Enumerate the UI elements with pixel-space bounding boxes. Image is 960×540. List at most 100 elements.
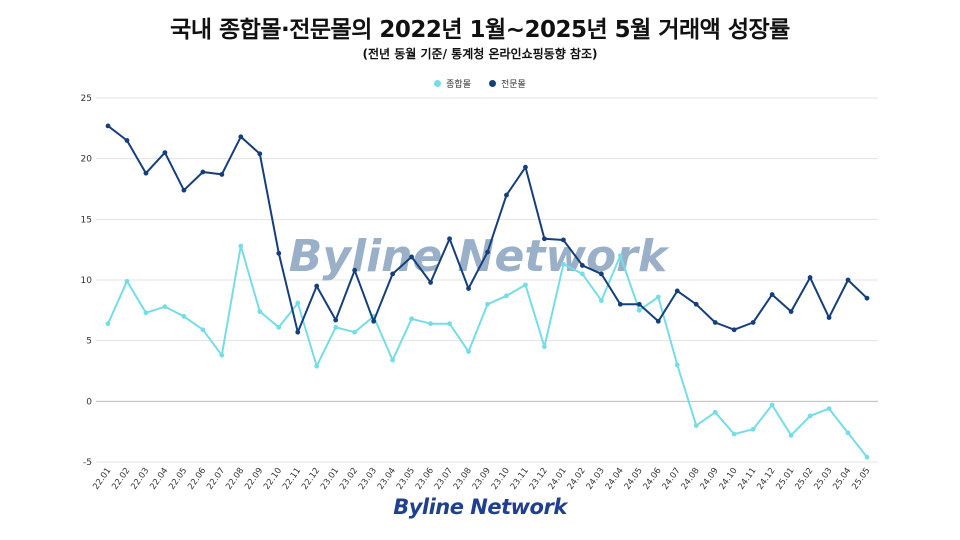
data-point [124,278,130,284]
data-point [428,280,433,285]
data-point [466,349,471,354]
legend-label-series-2: 전문몰 [501,80,526,90]
x-tick-label: 22.08 [224,466,246,492]
y-tick-labels: -5 0 5 10 15 20 25 [81,94,93,468]
data-point [409,254,414,260]
x-tick-label: 24.05 [623,466,645,492]
data-point [598,271,604,277]
data-point [352,329,358,335]
x-tick-label: 23.09 [471,466,493,492]
data-point [617,253,623,259]
x-tick-label: 24.11 [736,466,758,492]
data-point [579,263,585,268]
x-tick-label: 22.12 [300,466,322,492]
data-point [542,344,547,350]
data-point [219,172,225,177]
data-point [390,271,396,277]
x-tick-label: 24.08 [680,466,702,492]
x-tick-label: 25.03 [812,466,834,492]
data-point [504,192,509,198]
data-point [181,314,187,319]
x-tick-label: 24.03 [585,466,607,492]
data-point [447,321,452,327]
x-tick-label: 22.06 [186,466,208,492]
data-point [409,316,414,322]
data-point [466,286,471,291]
data-point [504,293,509,299]
data-point [542,236,547,242]
data-point [485,249,490,255]
x-tick-label: 22.05 [167,466,189,492]
data-point [314,363,320,369]
x-tick-label: 23.10 [490,466,512,492]
data-point [864,295,870,301]
data-point [162,150,168,156]
data-point [807,275,813,280]
data-point [693,423,699,428]
x-tick-label: 22.04 [148,466,170,492]
data-point [731,327,737,333]
y-tick-label: 0 [86,397,92,407]
x-tick-label: 24.02 [566,466,588,492]
data-point [674,288,680,294]
data-point [523,164,528,170]
y-tick-label: 15 [81,215,92,225]
data-point [105,321,111,327]
x-tick-label: 22.10 [262,466,284,492]
x-tick-label: 22.07 [205,466,227,492]
data-point [352,267,358,273]
data-point [276,324,282,330]
data-point [314,283,320,289]
data-point [598,298,604,304]
data-point [845,430,851,436]
data-point [712,320,718,325]
data-point [428,321,433,327]
x-tick-label: 22.03 [129,466,151,492]
x-tick-label: 22.11 [281,466,303,492]
data-point [523,282,528,288]
legend: 종합몰 전문몰 [0,77,960,90]
data-point [579,271,585,277]
data-point [864,454,870,460]
data-point [674,362,680,368]
data-point [750,320,756,325]
data-point [769,292,775,297]
data-point [333,324,339,330]
data-point [769,402,775,408]
data-point [788,432,794,438]
x-tick-label: 22.01 [91,466,113,492]
data-point [731,431,737,437]
data-point [447,236,452,242]
data-point [693,301,699,307]
y-tick-label: 20 [81,155,93,165]
y-tick-label: -5 [83,458,92,468]
x-tick-label: 23.07 [433,466,455,492]
y-tick-label: 5 [86,337,92,347]
data-point [238,134,244,140]
y-tick-label: 25 [81,94,92,104]
data-point [788,309,794,314]
legend-label-series-1: 종합몰 [446,80,471,90]
data-point [333,317,339,323]
y-tick-label: 10 [81,276,93,286]
data-point [655,318,661,324]
data-point [238,243,244,249]
grid-layer [96,97,878,463]
data-point [124,138,130,143]
data-point [712,409,718,415]
series-layer [105,123,870,460]
x-tick-label: 23.03 [357,466,379,492]
data-point [845,277,851,283]
x-tick-label: 22.02 [110,466,132,492]
data-point [219,352,225,358]
watermark: Byline Network [289,231,670,282]
data-point [655,294,661,300]
legend-item-series-1: 종합몰 [434,77,471,90]
data-point [143,310,149,316]
x-tick-label: 24.07 [661,466,683,492]
x-tick-label: 23.11 [509,466,531,492]
data-point [105,123,111,129]
chart-subtitle: (전년 동월 기준/ 통계청 온라인쇼핑동향 참조) [362,47,598,61]
data-point [200,327,206,333]
